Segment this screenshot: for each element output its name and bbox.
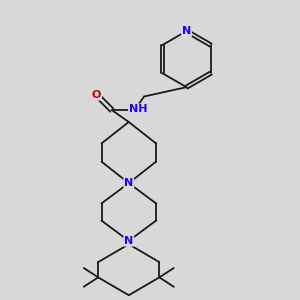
Text: N: N: [182, 26, 191, 36]
Text: N: N: [124, 236, 134, 246]
Text: NH: NH: [129, 104, 147, 114]
Text: N: N: [124, 178, 134, 188]
Text: O: O: [92, 90, 101, 100]
